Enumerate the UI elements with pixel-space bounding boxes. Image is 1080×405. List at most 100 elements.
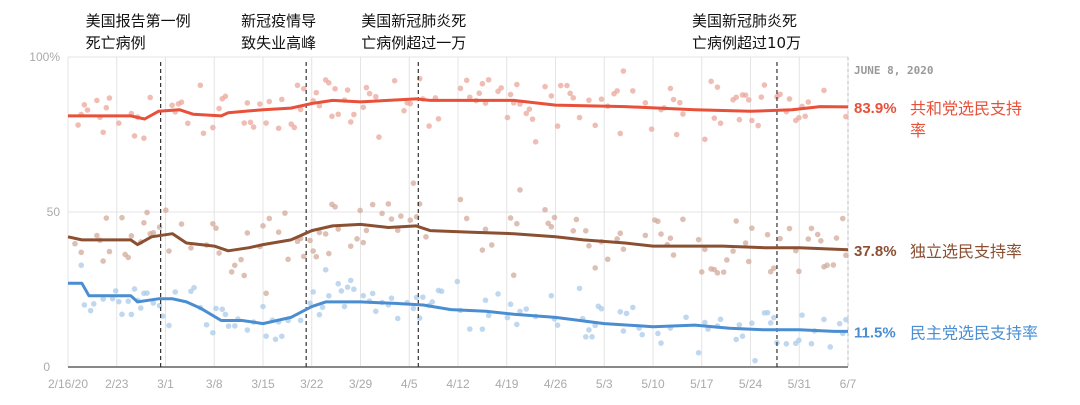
- poll-dot: [347, 119, 354, 125]
- poll-dot: [116, 298, 122, 305]
- poll-dot: [407, 100, 414, 107]
- x-tick-label: 3/29: [349, 377, 373, 391]
- poll-dot: [604, 256, 611, 263]
- poll-dot: [582, 334, 589, 340]
- poll-dot: [163, 207, 169, 214]
- poll-dot: [827, 344, 834, 350]
- poll-dot: [307, 237, 313, 244]
- poll-dot: [736, 116, 743, 123]
- poll-dot: [617, 308, 624, 315]
- poll-dot: [388, 216, 395, 222]
- poll-dot: [172, 289, 179, 295]
- poll-dot: [532, 138, 539, 145]
- poll-dot: [648, 126, 655, 132]
- poll-dot: [369, 290, 376, 297]
- poll-dot: [821, 316, 827, 323]
- poll-dot: [467, 94, 473, 101]
- poll-dot: [479, 80, 486, 87]
- poll-dot: [275, 125, 282, 132]
- poll-dot: [363, 227, 370, 234]
- poll-dot: [131, 286, 138, 292]
- poll-dot: [203, 321, 210, 328]
- poll-dot: [614, 88, 620, 94]
- poll-dot: [485, 312, 492, 319]
- poll-dot: [670, 252, 677, 258]
- poll-dot: [379, 210, 385, 217]
- poll-dot: [407, 217, 414, 223]
- poll-dot: [391, 77, 398, 84]
- x-tick-label: 6/7: [840, 377, 857, 391]
- poll-dot: [683, 314, 689, 321]
- poll-dot: [598, 96, 605, 102]
- poll-dot: [360, 104, 367, 111]
- poll-dot: [836, 320, 843, 327]
- poll-dot: [742, 92, 749, 98]
- series-line-2: [68, 281, 848, 333]
- poll-dot: [347, 277, 354, 284]
- poll-dot: [586, 243, 592, 249]
- poll-dot: [507, 215, 514, 221]
- poll-dot: [576, 114, 583, 121]
- poll-dot: [523, 110, 530, 117]
- poll-dot: [758, 94, 765, 100]
- poll-dot: [730, 248, 736, 254]
- poll-dot: [313, 89, 320, 96]
- poll-dot: [514, 220, 520, 227]
- poll-dot: [510, 272, 517, 279]
- poll-dot: [144, 290, 150, 296]
- poll-dot: [720, 269, 727, 275]
- poll-dot: [589, 334, 595, 340]
- poll-dot: [542, 83, 548, 90]
- poll-dot: [307, 300, 313, 306]
- poll-dot: [714, 84, 721, 90]
- poll-dot: [100, 296, 106, 302]
- poll-dot: [576, 285, 583, 292]
- poll-dot: [188, 245, 194, 251]
- poll-dot: [385, 201, 392, 207]
- poll-dot: [112, 288, 119, 294]
- poll-dot: [592, 122, 598, 129]
- poll-dot: [830, 262, 837, 268]
- poll-dot: [783, 340, 790, 347]
- poll-dot: [702, 246, 708, 253]
- poll-dot: [394, 227, 401, 234]
- poll-dot: [620, 68, 627, 74]
- poll-dot: [376, 134, 382, 140]
- poll-dot: [479, 326, 486, 332]
- poll-dot: [100, 258, 106, 264]
- poll-dot: [805, 99, 812, 105]
- poll-dot: [761, 82, 768, 88]
- poll-dot: [257, 101, 263, 107]
- poll-dot: [724, 257, 730, 263]
- poll-dot: [106, 95, 113, 101]
- poll-dot: [119, 214, 125, 221]
- poll-dot: [260, 223, 266, 229]
- poll-dot: [75, 122, 81, 128]
- poll-dot: [564, 82, 570, 89]
- poll-dot: [479, 247, 486, 253]
- poll-dot: [786, 225, 793, 232]
- poll-dot: [103, 104, 110, 111]
- poll-dot: [717, 120, 724, 126]
- poll-dot: [266, 215, 273, 222]
- poll-dot: [150, 300, 157, 306]
- poll-dot: [507, 91, 514, 98]
- poll-dot: [802, 113, 808, 120]
- poll-dot: [332, 85, 338, 92]
- poll-dot: [805, 236, 812, 242]
- scatter-dots: [72, 68, 849, 364]
- poll-dot: [764, 231, 771, 238]
- series-name-label: 独立选民支持率: [910, 242, 1022, 261]
- date-label: JUNE 8, 2020: [854, 64, 933, 77]
- poll-dot: [210, 124, 216, 131]
- event-markers: 美国报告第一例死亡病例新冠疫情导致失业高峰美国新冠肺炎死亡病例超过一万美国新冠肺…: [86, 12, 801, 367]
- poll-dot: [808, 225, 815, 232]
- poll-dot: [529, 116, 536, 122]
- poll-dot: [150, 229, 157, 236]
- poll-dot: [504, 114, 511, 121]
- poll-dot: [623, 310, 630, 317]
- poll-dot: [457, 85, 464, 92]
- poll-dot: [410, 305, 417, 312]
- poll-dot: [642, 100, 649, 106]
- poll-dot: [169, 102, 175, 109]
